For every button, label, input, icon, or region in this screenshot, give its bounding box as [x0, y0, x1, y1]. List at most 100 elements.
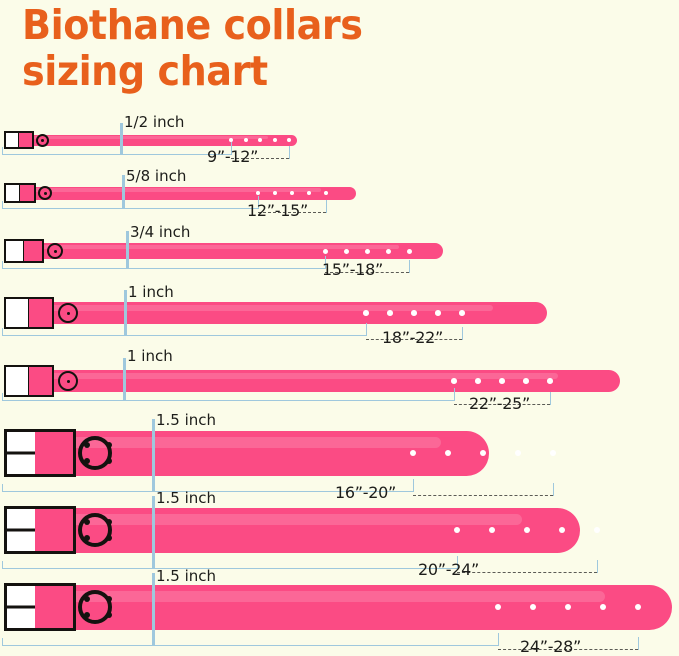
buckle-tongue — [29, 367, 52, 395]
strap-width-label: 1.5 inch — [156, 489, 217, 507]
range-tick-right — [326, 200, 327, 213]
collar-strap — [4, 134, 297, 146]
d-ring — [38, 186, 52, 200]
adjustment-hole — [475, 378, 481, 384]
adjustment-hole — [549, 449, 557, 457]
length-baseline — [2, 568, 457, 569]
length-range-dotted — [231, 158, 289, 159]
strap-width-label: 5/8 inch — [126, 167, 187, 185]
baseline-tick-right — [258, 196, 259, 209]
d-ring — [58, 371, 78, 391]
adjustment-hole — [387, 310, 393, 316]
length-range-dotted — [498, 649, 638, 650]
d-ring — [78, 436, 112, 470]
length-range-dotted — [413, 495, 553, 496]
baseline-tick-right — [457, 556, 458, 569]
length-range-label: 24”-28” — [520, 637, 581, 656]
strap-width-label: 1.5 inch — [156, 411, 217, 429]
length-range-dotted — [258, 212, 326, 213]
buckle-tongue — [29, 299, 52, 327]
d-ring-pin — [53, 249, 57, 253]
length-baseline — [2, 268, 325, 269]
collar-strap — [4, 302, 547, 324]
buckle-tongue — [24, 241, 42, 261]
range-tick-right — [553, 483, 554, 496]
adjustment-hole — [599, 603, 607, 611]
d-ring — [78, 513, 112, 547]
buckle — [4, 365, 54, 397]
strap-width-label: 1 inch — [128, 283, 174, 301]
adjustment-hole — [306, 190, 312, 196]
buckle — [4, 239, 44, 263]
d-ring-pin — [66, 311, 70, 315]
baseline-tick-right — [231, 142, 232, 155]
length-range-dotted — [366, 339, 462, 340]
baseline-tick-left — [2, 261, 3, 269]
width-indicator — [122, 174, 125, 208]
adjustment-hole — [634, 603, 642, 611]
adjustment-hole — [385, 248, 391, 254]
adjustment-hole — [494, 603, 502, 611]
buckle — [4, 297, 54, 329]
strap-width-label: 1 inch — [127, 347, 173, 365]
baseline-tick-right — [454, 388, 455, 401]
adjustment-hole — [258, 138, 262, 142]
adjustment-hole — [287, 138, 291, 142]
baseline-tick-left — [2, 393, 3, 401]
d-ring — [36, 133, 49, 147]
baseline-tick-right — [498, 633, 499, 646]
adjustment-hole — [564, 603, 572, 611]
length-range-label: 22”-25” — [469, 394, 530, 413]
length-range-dotted — [457, 572, 597, 573]
width-indicator — [120, 122, 123, 154]
range-tick-right — [550, 392, 551, 405]
strap-width-label: 1/2 inch — [124, 113, 185, 131]
buckle-tongue — [34, 432, 73, 474]
buckle-tongue — [34, 586, 73, 628]
adjustment-hole — [529, 603, 537, 611]
range-tick-right — [597, 560, 598, 573]
adjustment-hole — [272, 190, 278, 196]
strap-width-label: 3/4 inch — [130, 223, 191, 241]
adjustment-hole — [547, 378, 553, 384]
buckle-tongue — [34, 509, 73, 551]
adjustment-hole — [488, 526, 496, 534]
collar-strap — [4, 243, 443, 259]
baseline-tick-right — [325, 256, 326, 269]
length-baseline — [2, 335, 366, 336]
length-range-label: 20”-24” — [418, 560, 479, 579]
range-tick-right — [409, 260, 410, 273]
collar-strap — [4, 186, 356, 200]
adjustment-hole — [229, 138, 233, 142]
length-range-label: 15”-18” — [322, 260, 383, 279]
d-ring-pin — [66, 379, 70, 383]
length-range-label: 9”-12” — [207, 147, 259, 166]
adjustment-hole — [411, 310, 417, 316]
adjustment-hole — [289, 190, 295, 196]
adjustment-hole — [435, 310, 441, 316]
adjustment-hole — [459, 310, 465, 316]
adjustment-hole — [323, 190, 329, 196]
length-baseline — [2, 154, 231, 155]
width-indicator — [152, 418, 155, 491]
adjustment-hole — [255, 190, 261, 196]
length-baseline — [2, 400, 454, 401]
baseline-tick-right — [413, 479, 414, 492]
collar-strap — [4, 584, 672, 630]
range-tick-right — [462, 327, 463, 340]
buckle-tongue — [19, 133, 32, 147]
adjustment-hole — [453, 526, 461, 534]
baseline-tick-left — [2, 561, 3, 569]
adjustment-hole — [272, 138, 277, 142]
adjustment-hole — [479, 449, 487, 457]
buckle — [4, 429, 76, 477]
baseline-tick-left — [2, 328, 3, 336]
adjustment-hole — [523, 526, 531, 534]
buckle — [4, 506, 76, 554]
range-tick-right — [289, 146, 290, 159]
length-range-label: 18”-22” — [382, 328, 443, 347]
adjustment-hole — [593, 526, 601, 534]
adjustment-hole — [322, 248, 328, 254]
buckle — [4, 131, 34, 149]
